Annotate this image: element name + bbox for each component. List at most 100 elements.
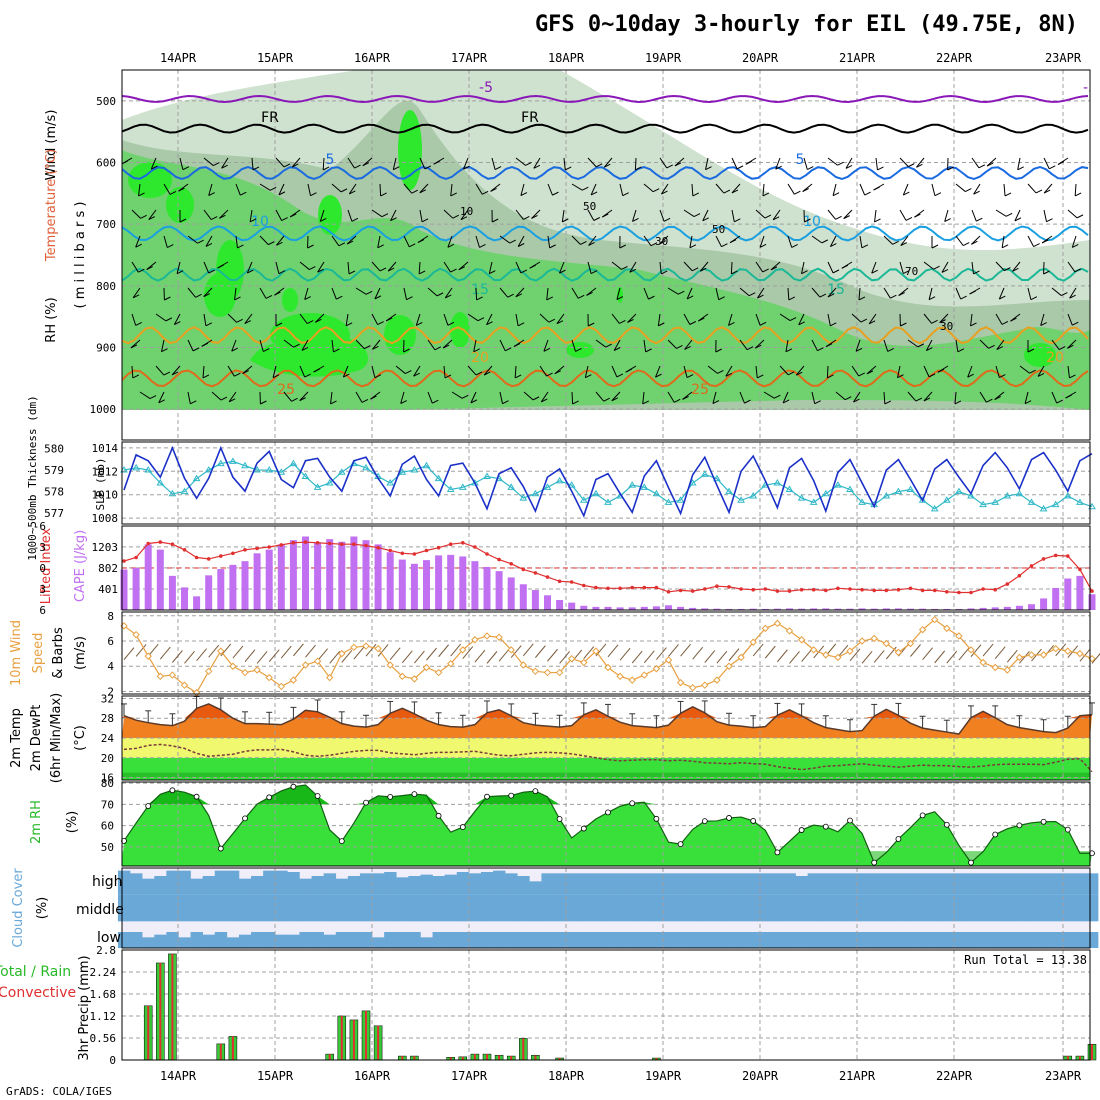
lifted-index-point [388,548,393,553]
cloud-bar-low [674,932,687,948]
wind-barb-flag [291,397,298,402]
wind10-speed-point [918,625,927,634]
wind-barb-staff [460,209,469,221]
wind-barb-staff [1027,235,1035,247]
thickness-point [301,472,310,480]
precip-bar-convective [365,1010,367,1060]
lifted-index-point [364,543,368,548]
thickness-point [446,485,455,492]
wind10-label-c: & Barbs [51,627,66,679]
wind-barb-flag [149,395,157,399]
cloud-bar-high [190,878,203,895]
cloud-bar-middle [686,894,700,922]
precip-tick-label: 0.56 [90,1032,117,1045]
wind-barb-flag [832,192,840,197]
wind-barb-flag [201,342,209,347]
wind-barb-staff [1067,365,1070,378]
wind-barb-staff [473,339,477,352]
cloud-bar-high [154,876,167,895]
wind-barb-staff [1017,157,1021,170]
rh2m-point [411,791,418,798]
wind10-barb [377,644,389,657]
wind-barb-staff [661,183,669,195]
wind10-barb [486,651,498,664]
wind-barb-staff [827,261,834,274]
wind-barb-flag [461,394,469,399]
wind10-barb [777,649,788,663]
wind10-speed-point [265,673,273,682]
wind-barb-flag [161,348,168,353]
lifted-index-point [727,585,731,589]
wind-barb-staff [371,313,379,325]
wind-barb-flag [674,162,682,167]
wind-barb-flag [791,243,798,248]
cloud-bar-high [650,873,663,895]
wind-barb-flag [247,269,254,274]
wind-barb-flag [1001,244,1009,249]
date-label-bottom: 23APR [1045,1069,1082,1083]
wind-barb-flag [340,188,348,193]
date-label-top: 14APR [160,51,197,65]
wind-barb-staff [379,183,382,197]
precip-bar-convective [449,1057,452,1060]
wind-barb-flag [387,267,395,272]
upper-temp-label: Temperature (°C) [44,149,59,262]
wind-barb-staff [246,261,253,274]
thickness-point [991,498,1000,505]
cloud-label: Cloud Cover [11,868,26,948]
wind-barb-staff [355,339,365,349]
wind-barb-flag [513,343,521,347]
t2m-label-b: 2m DewPt [29,705,44,772]
wind-barb-flag [541,398,548,403]
wind-barb-flag [195,293,202,298]
wind10-speed-point [277,682,286,691]
cape-bar [640,606,648,610]
thickness-line [123,460,1093,510]
cloud-bar-low [977,932,990,948]
precip-bar-convective [147,1005,150,1060]
cloud-bar-middle [1013,894,1026,922]
wind-barb-staff [689,235,693,248]
precip-bar-convective [534,1055,537,1060]
wind10-speed-point [930,615,939,624]
wind10-speed-point [664,656,673,664]
wind-barb-flag [635,166,642,171]
thickness-point [1051,500,1060,508]
wind-barb-flag [1040,322,1047,326]
lifted-index-point [170,542,175,546]
wind-barb-flag [586,291,593,296]
wind-barb-staff [488,261,493,274]
wind-barb-staff [176,261,181,274]
panel-frame-upper [121,69,1091,441]
lifted-index-point [969,590,973,595]
lifted-index-point [908,586,913,591]
wind-barb-staff [996,339,1005,350]
wind-barb-flag [914,213,921,218]
lifted-index-point [1066,554,1070,558]
wind-barb-flag [192,347,200,352]
cloud-bar-middle [130,894,143,922]
cloud-high-label: high [92,874,123,890]
wind-barb-flag [605,343,612,348]
wind-barb-staff [955,183,966,192]
wind-barb-flag [275,322,283,327]
wind-barb-staff [317,261,325,273]
cloud-bar-middle [650,894,663,922]
lifted-index-point [436,545,441,550]
lifted-index-point [945,590,949,594]
wind-barb-flag [434,346,442,351]
wind-barb-staff [272,365,277,378]
cloud-bar-high [843,873,857,895]
upper-rh-label: RH (%) [44,297,59,342]
wind-barb-staff [925,339,933,351]
wind10-speed-point [1003,666,1012,674]
rh-region-bright [166,187,194,223]
cape-bar [1052,587,1060,610]
cape-bar [1040,598,1048,610]
cloud-bar-low [589,932,603,948]
wind-barb-staff [348,183,357,195]
wind-barb-staff [811,235,823,244]
wind-barb-flag [515,293,523,298]
wind-barb-flag [1057,161,1065,165]
cloud-bar-low [1001,932,1014,948]
